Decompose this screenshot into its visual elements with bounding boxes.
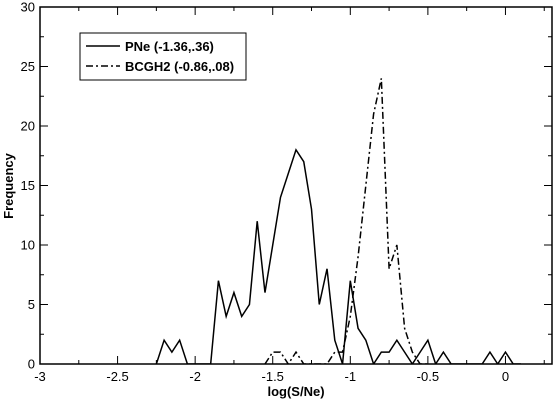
legend: PNe (-1.36,.36) BCGH2 (-0.86,.08) [79, 32, 247, 81]
y-tick-label: 0 [28, 357, 35, 372]
x-tick-label: -1 [345, 369, 357, 384]
y-tick-label: 20 [21, 119, 35, 134]
series-lines [155, 78, 521, 364]
y-tick-label: 15 [21, 178, 35, 193]
plot-area [155, 78, 521, 364]
legend-label-2: BCGH2 (-0.86,.08) [125, 59, 234, 74]
x-tick-label: -2 [189, 369, 201, 384]
x-axis-title: log(S/Ne) [267, 384, 324, 399]
x-tick-label: -0.5 [417, 369, 439, 384]
y-tick-label: 5 [28, 297, 35, 312]
x-tick-label: -2.5 [106, 369, 128, 384]
x-tick-label: 0 [502, 369, 509, 384]
y-axis-title: Frequency [1, 152, 16, 219]
y-tick-label: 25 [21, 59, 35, 74]
y-tick-label: 30 [21, 0, 35, 15]
x-tick-label: -1.5 [262, 369, 284, 384]
axes: -3 -2.5 -2 -1.5 -1 -0.5 0 0 5 10 15 20 25 30 [21, 0, 553, 384]
y-tick-label: 10 [21, 238, 35, 253]
legend-box [79, 32, 247, 81]
x-tick-label: -3 [34, 369, 46, 384]
legend-label-1: PNe (-1.36,.36) [125, 39, 214, 54]
series-line-1 [155, 148, 521, 364]
